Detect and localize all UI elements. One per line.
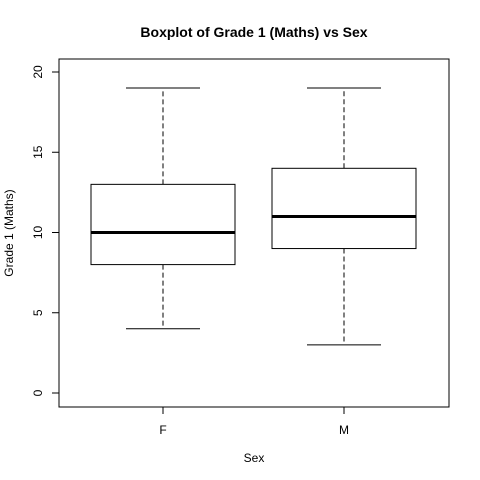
- y-tick-label: 10: [31, 226, 45, 240]
- y-axis: 0 5 10 15 20: [31, 65, 60, 396]
- x-tick-label: M: [339, 423, 349, 437]
- chart-title: Boxplot of Grade 1 (Maths) vs Sex: [140, 24, 367, 40]
- y-tick-label: 20: [31, 65, 45, 79]
- box: [90, 183, 236, 266]
- x-axis-label: Sex: [244, 451, 265, 465]
- y-axis-label: Grade 1 (Maths): [2, 189, 16, 276]
- box: [271, 167, 417, 250]
- y-tick-label: 15: [31, 145, 45, 159]
- y-tick-label: 0: [31, 389, 45, 396]
- boxes: [90, 87, 417, 346]
- y-tick-label: 5: [31, 309, 45, 316]
- x-tick-label: F: [159, 423, 166, 437]
